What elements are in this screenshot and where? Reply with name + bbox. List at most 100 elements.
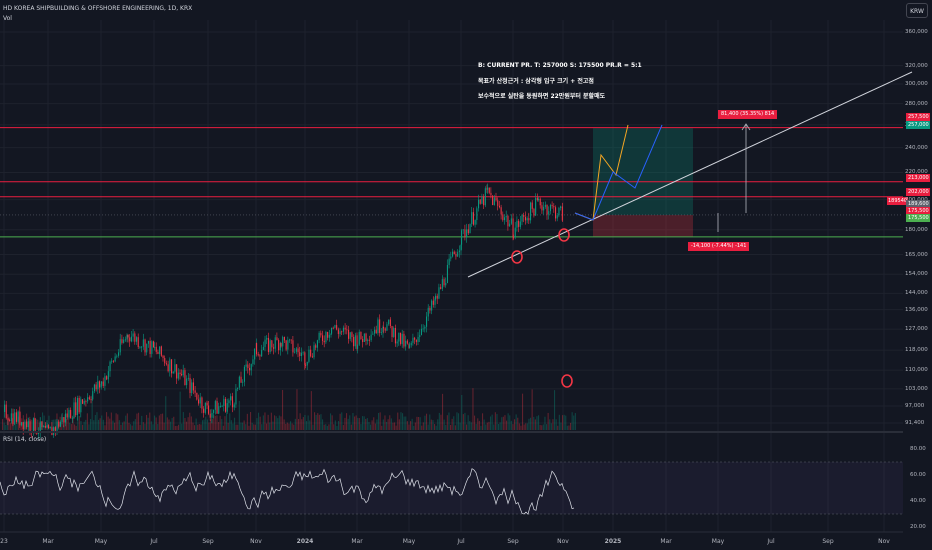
- candle-body: [560, 206, 562, 208]
- currency-button[interactable]: KRW: [906, 3, 928, 18]
- candle-body: [243, 366, 245, 382]
- candle-body: [228, 400, 230, 404]
- candle-body: [22, 422, 24, 430]
- volume-bar: [360, 424, 362, 430]
- price-level-tag: 189,600: [906, 200, 930, 208]
- candle-body: [441, 279, 443, 289]
- volume-bar: [382, 419, 384, 430]
- volume-bar: [48, 415, 50, 430]
- candle-body: [164, 358, 166, 364]
- volume-bar: [294, 418, 296, 430]
- volume-bar: [538, 415, 540, 430]
- candle-body: [519, 221, 521, 227]
- candle-body: [129, 337, 131, 342]
- volume-bar: [226, 412, 228, 430]
- volume-bar: [146, 414, 148, 430]
- candle-body: [242, 381, 244, 383]
- candle-body: [187, 377, 189, 379]
- candle-body: [127, 334, 129, 338]
- candle-body: [453, 251, 455, 255]
- candle-body: [43, 425, 45, 428]
- candle-body: [510, 218, 512, 224]
- volume-bar: [475, 423, 477, 430]
- volume-bar: [574, 413, 576, 430]
- volume-bar: [40, 422, 42, 430]
- candle-body: [58, 421, 60, 427]
- candle-body: [247, 364, 249, 369]
- volume-bar: [251, 422, 253, 430]
- candle-body: [524, 216, 526, 221]
- price-axis-label: 300,000: [905, 81, 928, 87]
- volume-bar: [194, 425, 196, 430]
- candle-body: [61, 417, 63, 422]
- candle-body: [394, 327, 396, 344]
- time-axis-label: Sep: [202, 538, 214, 545]
- volume-bar: [563, 414, 565, 430]
- volume-bar: [258, 412, 260, 430]
- candle-body: [434, 299, 436, 305]
- candle-body: [233, 404, 235, 408]
- candle-body: [538, 198, 540, 201]
- candle-body: [169, 359, 171, 372]
- volume-bar: [293, 424, 295, 430]
- candle-body: [97, 381, 99, 390]
- volume-bar: [155, 417, 157, 430]
- candle-body: [208, 405, 210, 414]
- volume-bar: [525, 423, 527, 430]
- volume-bar: [331, 415, 333, 430]
- candle-body: [327, 332, 329, 338]
- volume-bar: [421, 425, 423, 430]
- candle-body: [388, 319, 390, 325]
- volume-bar: [462, 414, 464, 430]
- candle-body: [196, 392, 198, 400]
- volume-bar: [371, 420, 373, 430]
- price-level-tag: 175,500: [906, 207, 930, 215]
- volume-bar: [229, 413, 231, 430]
- volume-bar: [72, 417, 74, 430]
- volume-bar: [136, 413, 138, 430]
- candle-body: [530, 202, 532, 221]
- candle-body: [464, 229, 466, 238]
- volume-bar: [365, 418, 367, 430]
- candle-body: [462, 229, 464, 231]
- volume-bar: [187, 417, 189, 430]
- candle-body: [493, 197, 495, 206]
- candle-body: [305, 364, 307, 366]
- volume-bar: [3, 422, 5, 430]
- volume-bar: [386, 421, 388, 430]
- volume-bar: [134, 419, 136, 430]
- candle-body: [226, 403, 228, 412]
- volume-bar: [211, 419, 213, 430]
- volume-bar: [64, 414, 66, 430]
- candle-body: [54, 427, 56, 431]
- candle-body: [410, 342, 412, 346]
- price-axis-label: 165,000: [905, 251, 928, 258]
- candle-body: [179, 372, 181, 375]
- candle-body: [192, 382, 194, 391]
- candle-body: [278, 340, 280, 351]
- candle-body: [136, 337, 138, 342]
- volume-bar: [352, 412, 354, 430]
- candle-body: [498, 205, 500, 208]
- candle-body: [219, 406, 221, 407]
- volume-bar: [494, 412, 496, 430]
- candle-body: [523, 214, 525, 217]
- candle-body: [10, 413, 12, 422]
- candle-body: [325, 332, 327, 343]
- rsi-axis-label: 20.00: [910, 524, 926, 530]
- candle-body: [445, 282, 447, 286]
- volume-bar: [517, 417, 519, 430]
- candle-body: [90, 399, 92, 400]
- candle-body: [231, 396, 233, 401]
- target-callout: 81,400 (35.35%) 814: [718, 110, 778, 119]
- volume-bar: [541, 425, 543, 430]
- volume-bar: [445, 424, 447, 430]
- volume-bar: [443, 419, 445, 430]
- volume-bar: [480, 425, 482, 430]
- volume-bar: [477, 418, 479, 430]
- volume-bar: [78, 415, 80, 430]
- candle-body: [398, 332, 400, 342]
- candle-body: [544, 204, 546, 207]
- candle-body: [302, 352, 304, 354]
